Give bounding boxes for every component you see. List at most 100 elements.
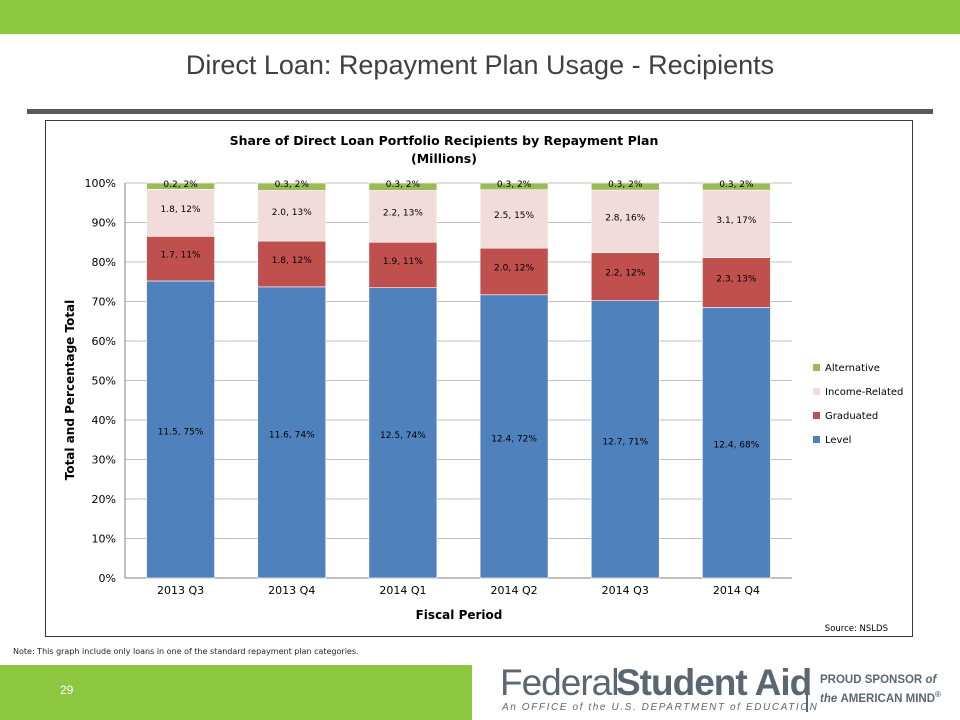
legend-swatch	[813, 388, 820, 395]
y-tick-label: 100%	[85, 177, 116, 190]
x-tick-label: 2014 Q1	[379, 584, 426, 597]
bar-segment-alternative	[146, 182, 215, 190]
bar-segment-income-related	[257, 190, 327, 242]
sponsor-line-1-italic: of	[925, 674, 937, 686]
bar-segment-income-related	[479, 189, 549, 249]
y-tick-label: 60%	[92, 335, 116, 348]
data-label: 12.5, 74%	[380, 431, 426, 441]
data-label: 1.8, 12%	[272, 256, 312, 266]
bottom-accent-band	[0, 665, 472, 720]
data-label: 11.5, 75%	[158, 427, 204, 437]
sponsor-line-1: PROUD SPONSOR of	[820, 674, 936, 686]
bar-segment-income-related	[702, 189, 771, 258]
legend-swatch	[813, 436, 820, 443]
legend: Alternative Income-Related Graduated Level	[813, 363, 903, 446]
data-label: 0.3, 2%	[608, 180, 643, 190]
logo-word-federal: Federal	[500, 662, 619, 703]
x-tick-label: 2014 Q2	[491, 584, 538, 597]
logo-tagline: An OFFICE of the U.S. DEPARTMENT of EDUC…	[502, 702, 819, 713]
data-label: 2.0, 12%	[494, 263, 534, 273]
y-tick-label: 70%	[92, 296, 116, 309]
legend-swatch	[813, 364, 820, 371]
bar-segment-income-related	[368, 190, 438, 243]
data-label: 2.2, 12%	[605, 269, 645, 279]
data-label: 11.6, 74%	[269, 430, 315, 440]
bar-segment-graduated	[479, 247, 549, 296]
data-label: 12.4, 72%	[491, 434, 537, 444]
registered-mark: ®	[935, 690, 941, 699]
logo-word-student-aid: Student Aid	[616, 662, 812, 703]
federal-student-aid-logo: Federal Student Aid An OFFICE of the U.S…	[498, 662, 950, 718]
title-divider	[27, 109, 933, 114]
data-label: 2.3, 13%	[716, 275, 756, 285]
data-label: 12.4, 68%	[714, 441, 760, 451]
legend-label: Graduated	[825, 411, 878, 422]
legend-label: Income-Related	[825, 387, 903, 398]
bar-segment-alternative	[702, 182, 771, 191]
data-label: 1.9, 11%	[383, 257, 423, 267]
bar-segment-graduated	[146, 236, 215, 282]
bar-segment-level	[257, 286, 327, 579]
bar-segment-level	[590, 300, 660, 579]
gridlines	[125, 182, 792, 579]
data-label: 2.8, 16%	[605, 213, 645, 223]
y-tick-label: 80%	[92, 256, 116, 269]
bar-segment-alternative	[368, 182, 438, 191]
y-tick-label: 40%	[92, 414, 116, 427]
bar-segment-alternative	[590, 182, 660, 191]
x-axis-title: Fiscal Period	[416, 608, 503, 622]
x-tick-label: 2014 Q3	[602, 584, 649, 597]
chart-title: Share of Direct Loan Portfolio Recipient…	[230, 133, 659, 148]
slide-title: Direct Loan: Repayment Plan Usage - Reci…	[185, 50, 775, 80]
data-label: 0.3, 2%	[275, 180, 310, 190]
sponsor-line-2-italic: the	[820, 692, 841, 705]
bar-segment-income-related	[146, 189, 215, 237]
y-tick-label: 30%	[92, 454, 116, 467]
data-label: 1.8, 12%	[161, 205, 201, 215]
bar-segment-level	[146, 280, 215, 579]
source-note: Source: NSLDS	[825, 624, 888, 634]
data-label: 2.5, 15%	[494, 211, 534, 221]
legend-label: Level	[825, 435, 851, 446]
chart-frame: Share of Direct Loan Portfolio Recipient…	[45, 120, 913, 637]
y-tick-label: 0%	[99, 572, 116, 585]
x-tick-label: 2014 Q4	[713, 584, 760, 597]
data-label: 12.7, 71%	[602, 437, 648, 447]
bar-segment-alternative	[479, 182, 549, 191]
data-label: 3.1, 17%	[716, 216, 756, 226]
y-axis-title: Total and Percentage Total	[63, 300, 77, 481]
data-label: 1.7, 11%	[161, 251, 201, 261]
data-label: 2.2, 13%	[383, 208, 423, 218]
bar-segment-alternative	[257, 182, 327, 191]
page-number: 29	[60, 683, 74, 697]
sponsor-line-2-text: AMERICAN MIND	[840, 692, 936, 705]
top-accent-band	[0, 0, 960, 34]
x-tick-label: 2013 Q3	[157, 584, 204, 597]
y-tick-label: 20%	[92, 493, 116, 506]
data-labels: 11.5, 75% 1.7, 11% 1.8, 12% 0.2, 2% 11.6, 74…	[158, 180, 760, 451]
bar-segment-level	[479, 294, 549, 579]
stacked-bar-chart: Share of Direct Loan Portfolio Recipient…	[63, 133, 903, 634]
axes: 0% 10% 20% 30% 40% 50% 60% 70% 80% 90% 100% 2013 Q3…	[85, 177, 792, 597]
bar-segment-graduated	[257, 240, 327, 288]
chart-subtitle: (Millions)	[411, 151, 477, 166]
bar-segment-graduated	[368, 241, 438, 288]
data-label: 0.3, 2%	[497, 180, 532, 190]
bar-segment-income-related	[590, 189, 660, 253]
sponsor-line-1-text: PROUD SPONSOR	[820, 674, 926, 686]
legend-swatch	[813, 412, 820, 419]
logo-divider	[806, 668, 808, 712]
y-tick-label: 50%	[92, 375, 116, 388]
data-label: 0.2, 2%	[163, 180, 198, 190]
bars	[146, 182, 771, 579]
bar-segment-graduated	[702, 257, 771, 308]
data-label: 2.0, 13%	[272, 208, 312, 218]
sponsor-line-2: the AMERICAN MIND®	[820, 690, 941, 705]
data-label: 0.3, 2%	[386, 180, 421, 190]
y-tick-label: 10%	[92, 533, 116, 546]
footnote: Note: This graph include only loans in o…	[13, 647, 359, 656]
x-tick-label: 2013 Q4	[268, 584, 315, 597]
bar-segment-level	[702, 307, 771, 579]
bar-segment-graduated	[590, 252, 660, 302]
legend-label: Alternative	[825, 363, 880, 374]
